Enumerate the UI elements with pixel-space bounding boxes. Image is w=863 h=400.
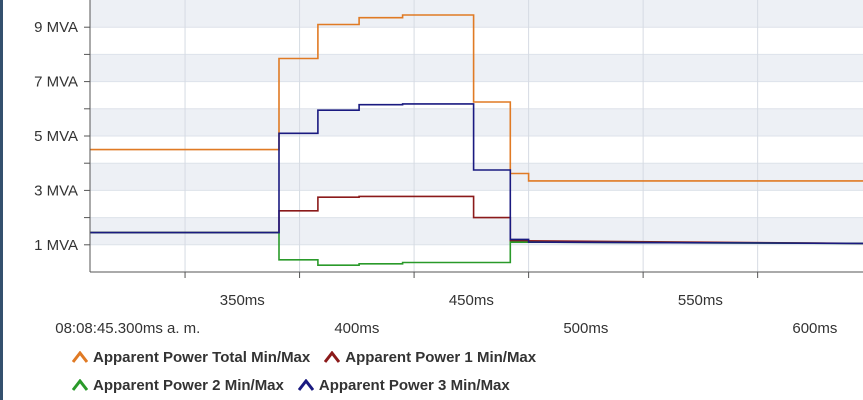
grid-band [90,163,863,191]
legend-label-power-1: Apparent Power 1 Min/Max [345,348,537,366]
legend-marker-total [72,351,88,363]
legend-marker-power-1 [324,351,341,363]
grid-band [90,108,863,136]
legend-marker-power-2 [72,379,88,391]
grid-band [90,0,863,28]
y-tick-label: 1 MVA [34,237,78,254]
x-tick-label-bottom: 400ms [334,320,379,337]
legend-item-power-2[interactable]: Apparent Power 2 Min/Max [72,377,284,394]
y-tick-label: 9 MVA [34,19,78,36]
y-tick-label: 7 MVA [34,74,78,91]
legend-row-2: Apparent Power 2 Min/Max Apparent Power … [72,374,510,396]
x-tick-label-top: 350ms [220,292,265,309]
y-tick-labels: 1 MVA 3 MVA 5 MVA 7 MVA 9 MVA [34,19,78,254]
series-line-3 [90,103,863,245]
series-line-2 [90,231,863,266]
x-tick-label-top: 550ms [678,292,723,309]
legend-marker-power-3 [297,379,314,391]
legend-item-power-3[interactable]: Apparent Power 3 Min/Max [297,376,510,394]
legend-label-power-3: Apparent Power 3 Min/Max [318,376,510,394]
x-tick-label-top: 450ms [449,292,494,309]
x-tick-label-bottom: 500ms [563,320,608,337]
plot-grid [90,0,863,272]
grid-band [90,217,863,245]
plot-series [90,14,863,266]
x-tick-label-bottom: 600ms [792,320,837,337]
legend: Apparent Power Total Min/Max Apparent Po… [66,344,636,400]
legend-label-total: Apparent Power Total Min/Max [93,348,311,366]
y-tick-label: 3 MVA [34,182,78,199]
legend-label-power-2: Apparent Power 2 Min/Max [93,376,284,394]
series-line-0 [90,14,863,182]
plot-axes [84,0,863,278]
x-tick-label-bottom: 08:08:45.300ms a. m. [55,320,200,337]
legend-row-1: Apparent Power Total Min/Max Apparent Po… [72,346,536,368]
legend-item-power-1[interactable]: Apparent Power 1 Min/Max [324,349,536,366]
legend-item-total[interactable]: Apparent Power Total Min/Max [72,349,310,366]
y-tick-label: 5 MVA [34,128,78,145]
plot-bands [90,0,863,245]
left-frame-border [0,0,3,400]
x-tick-labels: 350ms 450ms 550ms 08:08:45.300ms a. m. 400ms… [55,292,837,337]
grid-band [90,54,863,82]
